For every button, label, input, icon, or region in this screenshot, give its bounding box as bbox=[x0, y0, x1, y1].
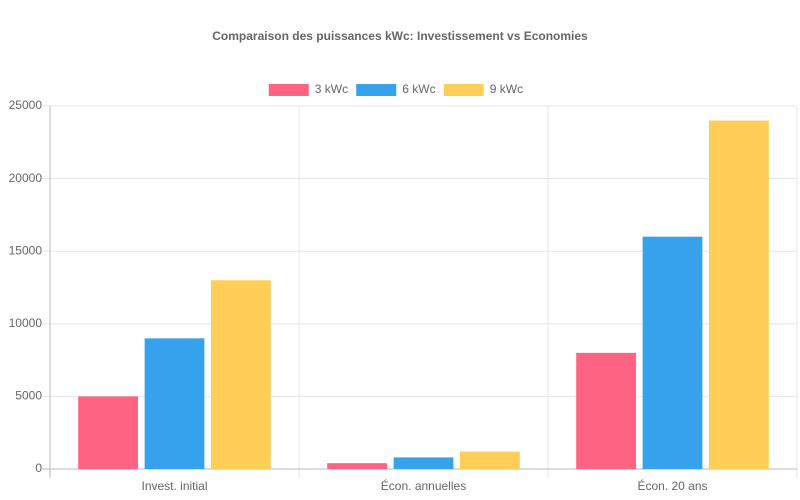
x-tick-label: Écon. annuelles bbox=[381, 478, 466, 493]
y-tick-label: 20000 bbox=[9, 171, 43, 185]
bar bbox=[144, 338, 205, 469]
y-tick-label: 10000 bbox=[9, 316, 43, 330]
bar bbox=[211, 280, 271, 469]
legend-label: 3 kWc bbox=[315, 82, 348, 96]
legend-label: 6 kWc bbox=[402, 82, 435, 96]
y-tick-label: 15000 bbox=[9, 243, 43, 257]
legend-label: 9 kWc bbox=[490, 82, 523, 96]
y-tick-label: 0 bbox=[35, 461, 42, 475]
legend-swatch bbox=[268, 84, 309, 96]
bar bbox=[78, 396, 138, 469]
y-tick-label: 5000 bbox=[15, 389, 42, 403]
x-tick-label: Invest. initial bbox=[141, 479, 207, 493]
bar bbox=[642, 236, 703, 469]
x-tick-label: Écon. 20 ans bbox=[637, 478, 707, 493]
legend-swatch bbox=[443, 84, 484, 96]
bar bbox=[460, 451, 520, 469]
bar bbox=[393, 457, 454, 469]
legend-swatch bbox=[356, 84, 397, 96]
chart-title: Comparaison des puissances kWc: Investis… bbox=[212, 29, 588, 43]
y-tick-label: 25000 bbox=[9, 98, 43, 112]
bar bbox=[576, 352, 636, 469]
bar bbox=[327, 463, 387, 469]
bar bbox=[709, 120, 769, 470]
